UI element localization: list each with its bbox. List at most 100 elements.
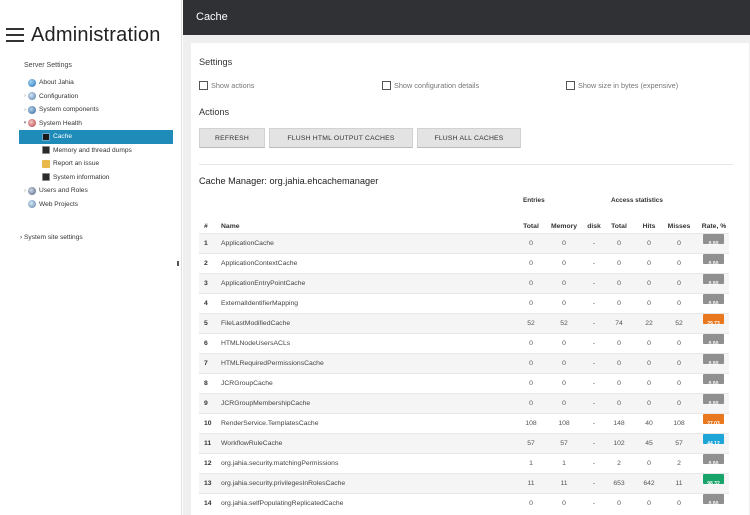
entries-disk: - xyxy=(592,500,596,507)
column-header-rate: Rate, % xyxy=(701,223,727,230)
entries-total: 0 xyxy=(529,380,533,387)
top-bar: Cache xyxy=(183,0,750,35)
checkbox-icon[interactable] xyxy=(566,81,575,90)
access-hits: 0 xyxy=(647,380,651,387)
access-misses: 0 xyxy=(677,340,681,347)
cache-name: org.jahia.security.privilegesInRolesCach… xyxy=(221,480,346,487)
entries-total: 0 xyxy=(529,300,533,307)
entries-total: 0 xyxy=(529,260,533,267)
entries-total: 1 xyxy=(529,460,533,467)
tree-toggle-icon[interactable]: › xyxy=(24,106,26,113)
tree-toggle-icon[interactable]: ▾ xyxy=(23,120,27,127)
row-number: 3 xyxy=(204,280,208,287)
cache-name: ApplicationCache xyxy=(221,240,274,247)
entries-memory: 0 xyxy=(562,240,566,247)
tree-toggle-icon[interactable]: › xyxy=(24,187,26,194)
row-number: 9 xyxy=(204,400,208,407)
access-total: 0 xyxy=(617,240,621,247)
row-number: 5 xyxy=(204,320,208,327)
flush-html-output-caches-button[interactable]: FLUSH HTML OUTPUT CACHES xyxy=(269,128,413,148)
access-total: 74 xyxy=(615,320,623,327)
cache-name: WorkflowRuleCache xyxy=(221,440,283,447)
table-row: 13 org.jahia.security.privilegesInRolesCa… xyxy=(199,473,729,493)
entries-memory: 1 xyxy=(562,460,566,467)
column-header-name: Name xyxy=(221,223,240,230)
system-site-settings-link[interactable]: › System site settings xyxy=(20,234,83,241)
hit-rate-badge: 0.00 xyxy=(703,274,724,287)
table-row: 1 ApplicationCache 0 0 - 0 0 0 0.00 xyxy=(199,233,729,253)
column-header-misses: Misses xyxy=(667,223,691,230)
access-hits: 0 xyxy=(647,460,651,467)
table-row: 14 org.jahia.selfPopulatingReplicatedCach… xyxy=(199,493,729,513)
entries-total: 11 xyxy=(527,480,535,487)
access-total: 0 xyxy=(617,400,621,407)
row-number: 13 xyxy=(204,480,212,487)
sidebar-item-system-components[interactable]: › System components xyxy=(0,103,182,117)
access-statistics-group-header: Access statistics xyxy=(611,197,663,204)
entries-memory: 0 xyxy=(562,400,566,407)
settings-title: Settings xyxy=(199,57,233,67)
access-hits: 642 xyxy=(643,480,655,487)
show-actions-checkbox[interactable]: Show actions xyxy=(199,81,254,90)
row-number: 7 xyxy=(204,360,208,367)
show-size-in-bytes-checkbox[interactable]: Show size in bytes (expensive) xyxy=(566,81,678,90)
entries-group-header: Entries xyxy=(523,197,545,204)
entries-disk: - xyxy=(592,400,596,407)
checkbox-icon[interactable] xyxy=(199,81,208,90)
table-row: 12 org.jahia.security.matchingPermissions… xyxy=(199,453,729,473)
sidebar-item-memory-and-thread-dumps[interactable]: Memory and thread dumps xyxy=(0,144,182,158)
table-body: 1 ApplicationCache 0 0 - 0 0 0 0.00 2 ApplicationC… xyxy=(199,233,729,513)
cache-name: JCRGroupCache xyxy=(221,380,273,387)
access-misses: 52 xyxy=(675,320,683,327)
page-title: Cache xyxy=(196,11,228,23)
access-hits: 45 xyxy=(645,440,653,447)
table-row: 6 HTMLNodeUsersACLs 0 0 - 0 0 0 0.00 xyxy=(199,333,729,353)
tree-toggle-icon[interactable]: › xyxy=(24,93,26,100)
sidebar-item-system-information[interactable]: System information xyxy=(0,171,182,185)
entries-disk: - xyxy=(592,380,596,387)
entries-total: 0 xyxy=(529,340,533,347)
refresh-button[interactable]: REFRESH xyxy=(199,128,265,148)
hit-rate-badge: 0.00 xyxy=(703,394,724,407)
cache-manager-title: Cache Manager: org.jahia.ehcachemanager xyxy=(199,176,379,186)
admin-header: Administration xyxy=(6,22,161,48)
column-header-memory: Memory xyxy=(550,223,578,230)
entries-total: 0 xyxy=(529,500,533,507)
sidebar-item-configuration[interactable]: › Configuration xyxy=(0,90,182,104)
access-misses: 0 xyxy=(677,300,681,307)
checkbox-icon[interactable] xyxy=(382,81,391,90)
entries-disk: - xyxy=(592,480,596,487)
show-configuration-details-checkbox[interactable]: Show configuration details xyxy=(382,81,479,90)
column-header-entries-total: Total xyxy=(523,223,539,230)
entries-total: 0 xyxy=(529,400,533,407)
entries-disk: - xyxy=(592,440,596,447)
entries-memory: 0 xyxy=(562,380,566,387)
access-misses: 0 xyxy=(677,500,681,507)
sidebar-item-system-health[interactable]: ▾ System Health xyxy=(0,117,182,131)
sidebar-item-web-projects[interactable]: Web Projects xyxy=(0,198,182,212)
entries-disk: - xyxy=(592,420,596,427)
entries-total: 0 xyxy=(529,280,533,287)
entries-memory: 57 xyxy=(560,440,568,447)
sidebar-item-label: About Jahia xyxy=(39,79,74,87)
entries-disk: - xyxy=(592,240,596,247)
sidebar-resize-handle[interactable] xyxy=(177,261,179,266)
sidebar-item-report-an-issue[interactable]: Report an issue xyxy=(0,157,182,171)
access-misses: 57 xyxy=(675,440,683,447)
system-site-settings-label: System site settings xyxy=(24,234,83,241)
entries-disk: - xyxy=(592,300,596,307)
hamburger-menu-icon[interactable] xyxy=(6,28,24,42)
sidebar-item-users-and-roles[interactable]: › Users and Roles xyxy=(0,184,182,198)
access-misses: 2 xyxy=(677,460,681,467)
row-number: 4 xyxy=(204,300,208,307)
entries-total: 0 xyxy=(529,360,533,367)
warning-icon xyxy=(42,159,50,168)
globe-icon xyxy=(28,78,36,87)
sidebar-item-about-jahia[interactable]: About Jahia xyxy=(0,76,182,90)
sidebar-item-cache[interactable]: Cache xyxy=(19,130,173,144)
cache-name: JCRGroupMembershipCache xyxy=(221,400,311,407)
hit-rate-badge: 0.00 xyxy=(703,234,724,247)
components-icon xyxy=(28,105,36,114)
flush-all-caches-button[interactable]: FLUSH ALL CACHES xyxy=(417,128,521,148)
cache-name: ApplicationContextCache xyxy=(221,260,298,267)
